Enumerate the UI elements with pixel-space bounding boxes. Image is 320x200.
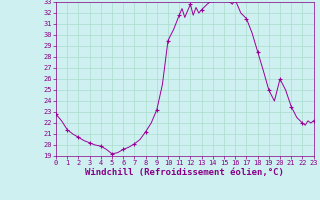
X-axis label: Windchill (Refroidissement éolien,°C): Windchill (Refroidissement éolien,°C) xyxy=(85,168,284,177)
